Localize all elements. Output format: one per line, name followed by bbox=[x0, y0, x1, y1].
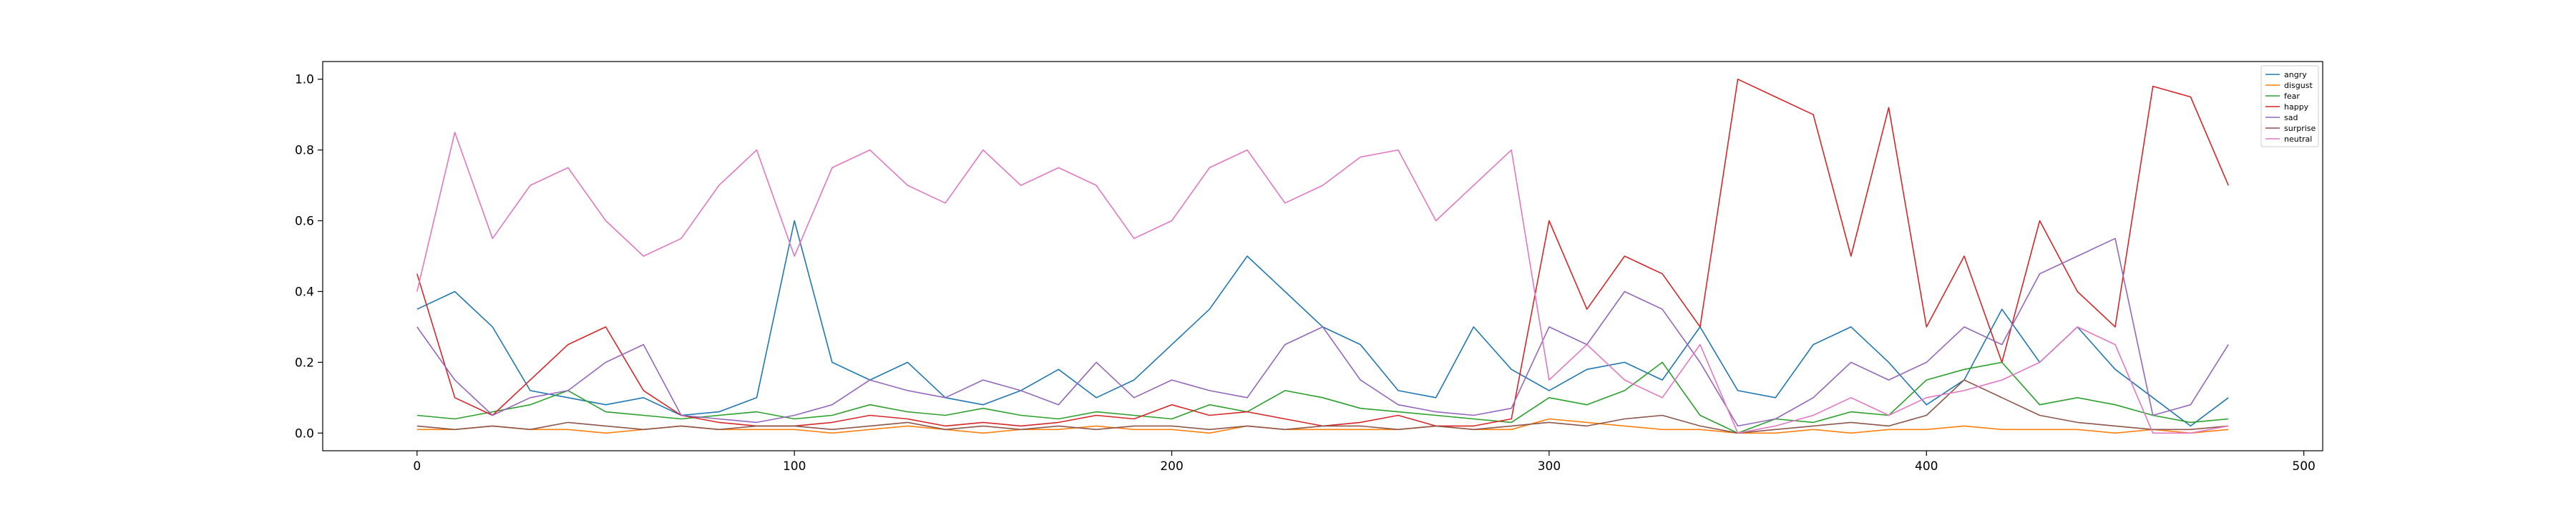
x-tick-label: 300 bbox=[1538, 459, 1561, 474]
legend-label-surprise: surprise bbox=[2284, 124, 2316, 133]
series-layer bbox=[416, 78, 2229, 434]
x-tick-label: 400 bbox=[1915, 459, 1938, 474]
x-tick-label: 100 bbox=[783, 459, 806, 474]
x-tick-label: 200 bbox=[1160, 459, 1183, 474]
y-tick-label: 0.6 bbox=[295, 215, 314, 229]
plot-frame bbox=[322, 61, 2323, 451]
x-tick-label: 500 bbox=[2292, 459, 2315, 474]
x-tick-label: 0 bbox=[413, 459, 421, 474]
y-tick-label: 0.2 bbox=[295, 356, 314, 370]
legend-label-fear: fear bbox=[2284, 92, 2300, 101]
axes-layer: 0 100 200 300 400 500 0.0 0.2 0.4 0.6 0.8 1.0 bbox=[295, 61, 2323, 474]
y-tick-label: 1.0 bbox=[295, 73, 314, 87]
series-line-sad bbox=[416, 238, 2229, 427]
legend-box bbox=[2260, 65, 2319, 147]
y-tick-label: 0.8 bbox=[295, 144, 314, 158]
legend-label-sad: sad bbox=[2284, 113, 2298, 122]
y-tick-label: 0.0 bbox=[295, 426, 314, 441]
series-line-fear bbox=[416, 361, 2229, 434]
legend-label-neutral: neutral bbox=[2284, 135, 2312, 144]
y-tick-label: 0.4 bbox=[295, 285, 314, 299]
legend-label-happy: happy bbox=[2284, 102, 2309, 112]
series-line-surprise bbox=[416, 379, 2229, 434]
legend-label-disgust: disgust bbox=[2284, 81, 2313, 90]
series-line-neutral bbox=[416, 132, 2229, 434]
legend-label-angry: angry bbox=[2284, 70, 2307, 79]
